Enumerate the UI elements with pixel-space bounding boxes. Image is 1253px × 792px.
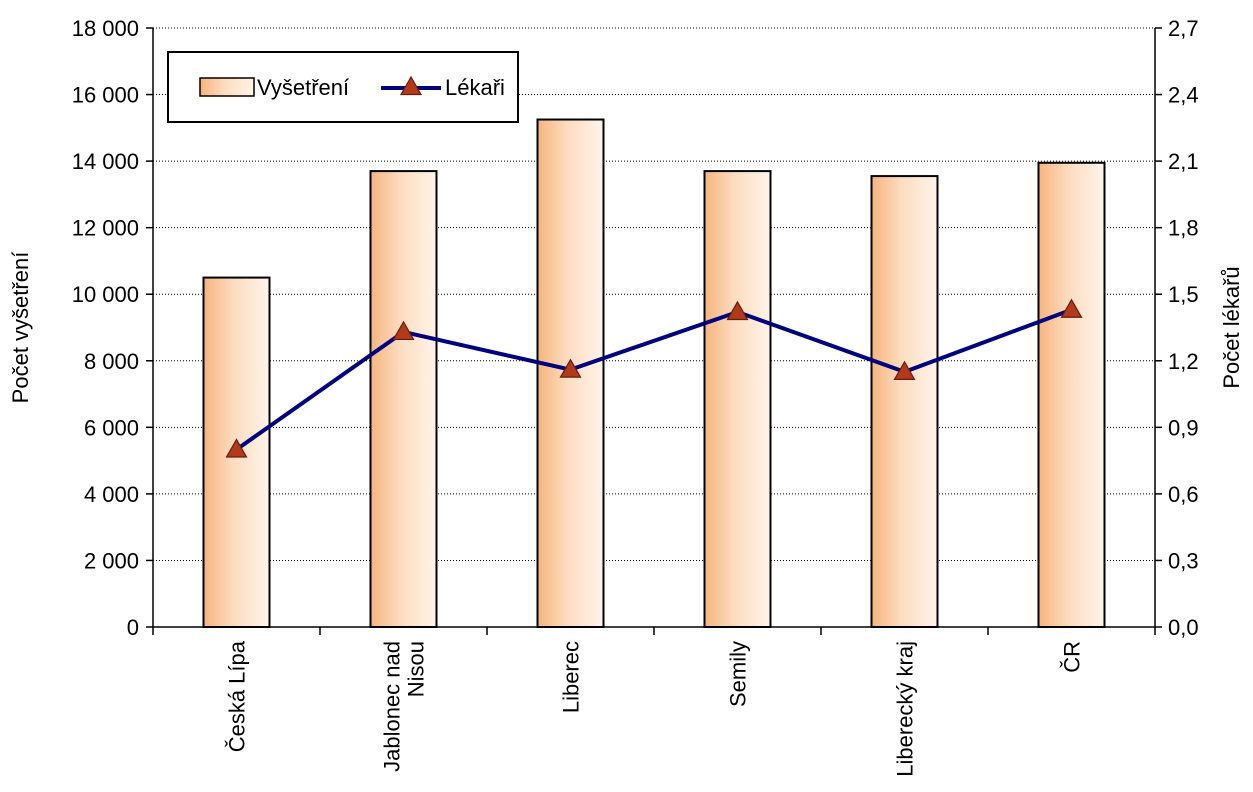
right-tick-label: 2,1 <box>1168 149 1199 174</box>
category-label: Jablonec nadNisou <box>380 641 429 772</box>
left-tick-label: 14 000 <box>72 149 139 174</box>
right-tick-label: 1,8 <box>1168 216 1199 241</box>
legend-label-bar: Vyšetření <box>257 75 349 100</box>
category-label: Liberec <box>559 641 584 713</box>
y2-axis-title: Počet lékařů <box>1219 266 1244 388</box>
legend-marker <box>399 75 423 96</box>
line-marker <box>726 300 749 321</box>
right-tick-label: 2,4 <box>1168 83 1199 108</box>
left-tick-label: 16 000 <box>72 83 139 108</box>
category-label: Semily <box>726 641 751 707</box>
right-tick-label: 0,3 <box>1168 548 1199 573</box>
line-marker <box>893 360 916 380</box>
category-label: Liberecký kraj <box>893 641 918 777</box>
line-marker <box>1060 298 1083 318</box>
legend-label-line: Lékaři <box>445 75 505 100</box>
bar <box>870 175 939 628</box>
left-tick-label: 2 000 <box>84 548 139 573</box>
axes <box>146 27 1162 635</box>
line-marker <box>559 358 582 378</box>
right-tick-label: 1,2 <box>1168 349 1199 374</box>
bar <box>703 170 772 628</box>
left-tick-label: 0 <box>127 615 139 640</box>
legend-swatch-bar <box>199 77 255 97</box>
left-tick-label: 12 000 <box>72 216 139 241</box>
right-tick-label: 0,0 <box>1168 615 1199 640</box>
bar <box>1037 161 1106 628</box>
right-tick-label: 0,9 <box>1168 415 1199 440</box>
legend-box <box>167 51 519 123</box>
gridlines <box>153 27 1155 561</box>
left-tick-label: 4 000 <box>84 482 139 507</box>
left-tick-label: 10 000 <box>72 282 139 307</box>
line-marker <box>225 438 248 458</box>
line-marker <box>392 320 415 341</box>
right-tick-label: 2,7 <box>1168 16 1199 41</box>
right-tick-label: 1,5 <box>1168 282 1199 307</box>
left-tick-label: 6 000 <box>84 415 139 440</box>
bar <box>369 170 438 628</box>
right-tick-label: 0,6 <box>1168 482 1199 507</box>
category-label: ČR <box>1060 641 1085 673</box>
left-tick-label: 18 000 <box>72 16 139 41</box>
category-label: Česká Lípa <box>225 640 250 752</box>
legend: Vyšetření Lékaři <box>167 51 519 123</box>
left-tick-label: 8 000 <box>84 349 139 374</box>
line-series <box>225 298 1083 458</box>
line-lekari <box>235 307 1073 452</box>
labels: 0 2 000 4 000 6 000 8 000 10 000 12 000 14 000 1… <box>8 16 1244 777</box>
bars <box>202 118 1106 628</box>
y-axis-title: Počet vyšetření <box>8 252 33 404</box>
